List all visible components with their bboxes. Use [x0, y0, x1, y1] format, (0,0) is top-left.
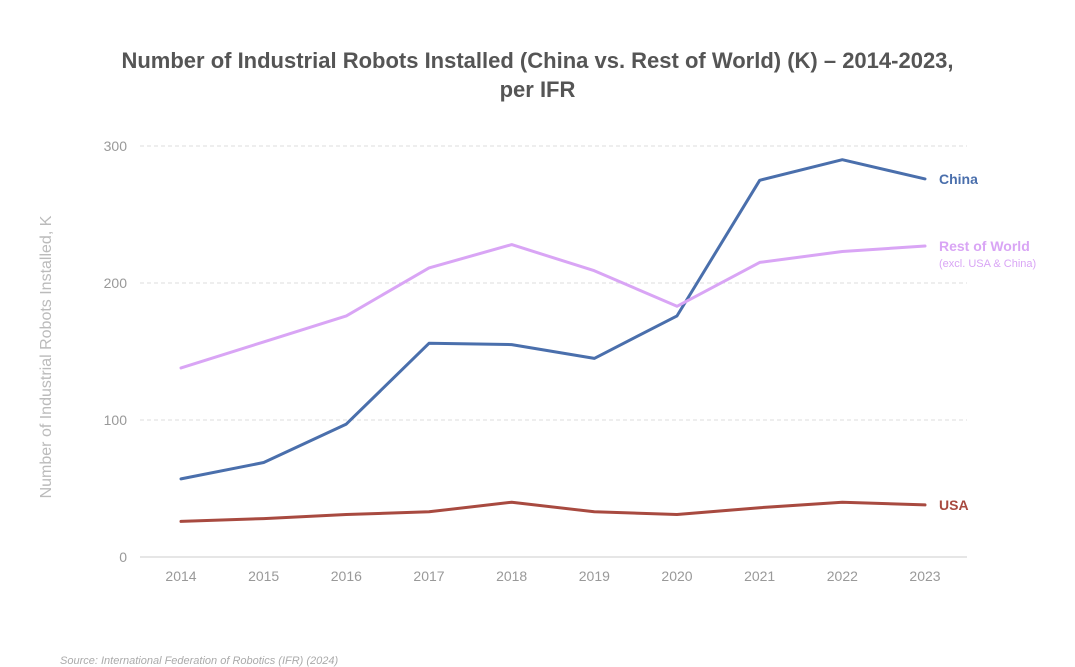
x-tick-label: 2022	[827, 568, 858, 584]
chart-title: Number of Industrial Robots Installed (C…	[0, 46, 1075, 104]
source-note: Source: International Federation of Robo…	[60, 655, 339, 667]
series-labels: China Rest of World (excl. USA & China) USA	[939, 171, 1036, 513]
y-tick-label: 100	[104, 412, 128, 428]
gridlines	[140, 145, 967, 421]
y-axis-title: Number of Industrial Robots Installed, K	[38, 215, 55, 498]
x-tick-label: 2023	[909, 568, 940, 584]
series-label-china: China	[939, 171, 978, 187]
x-tick-label: 2015	[248, 568, 279, 584]
series-lines	[179, 158, 927, 523]
series-line-usa	[179, 500, 927, 523]
x-tick-label: 2020	[661, 568, 692, 584]
x-tick-label: 2017	[413, 568, 444, 584]
x-tick-label: 2016	[331, 568, 362, 584]
x-tick-label: 2019	[579, 568, 610, 584]
y-tick-label: 300	[104, 138, 128, 154]
series-label-usa: USA	[939, 497, 969, 513]
series-line-china	[179, 158, 927, 481]
x-tick-label: 2014	[165, 568, 196, 584]
chart-title-line-2: per IFR	[499, 77, 576, 102]
series-sublabel-rest-of-world: (excl. USA & China)	[939, 258, 1036, 270]
y-tick-label: 0	[119, 549, 127, 565]
y-tick-label: 200	[104, 275, 128, 291]
series-line-rest-of-world	[179, 243, 927, 370]
series-label-rest-of-world: Rest of World	[939, 238, 1030, 254]
axes: 0 100 200 300 2014 2015 2016 2017 2018 2019 2020 20…	[38, 138, 967, 584]
x-tick-label: 2018	[496, 568, 527, 584]
x-tick-label: 2021	[744, 568, 775, 584]
chart-title-line-1: Number of Industrial Robots Installed (C…	[121, 48, 954, 73]
